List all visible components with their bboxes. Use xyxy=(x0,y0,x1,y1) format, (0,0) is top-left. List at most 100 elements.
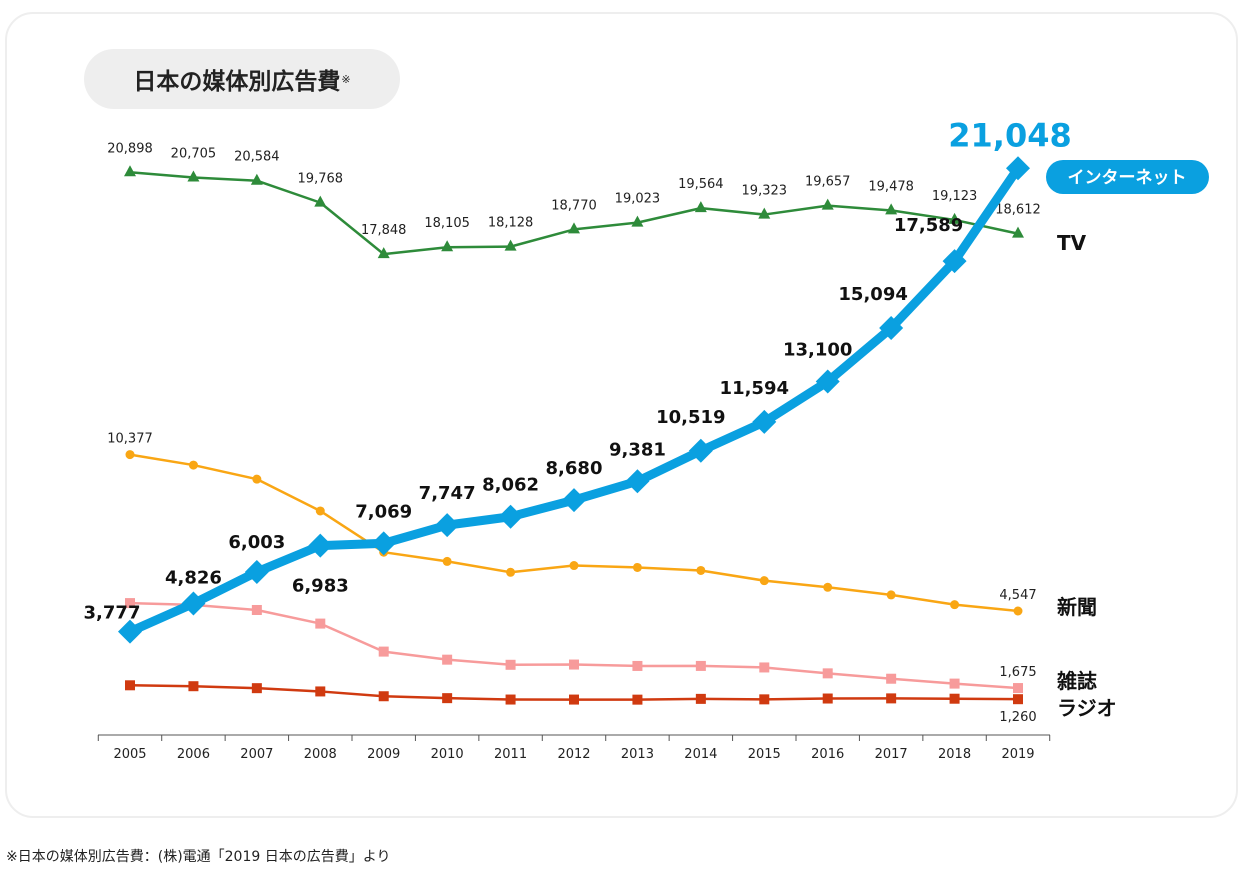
tv-point xyxy=(1012,226,1024,238)
newspaper-point xyxy=(1013,606,1023,616)
tv-data-label: 18,612 xyxy=(995,203,1041,218)
radio-point xyxy=(1013,694,1023,705)
newspaper-point xyxy=(886,590,896,600)
tv-data-label: 19,478 xyxy=(868,179,914,194)
tv-data-label: 18,128 xyxy=(488,216,534,231)
tv-data-label: 20,898 xyxy=(107,141,153,156)
tv-point xyxy=(124,165,136,177)
radio-point xyxy=(569,694,579,705)
newspaper-point xyxy=(569,561,579,571)
magazine-point xyxy=(632,660,643,671)
radio-point xyxy=(378,691,389,702)
internet-data-label: 6,003 xyxy=(228,532,285,553)
magazine-data-label: 1,675 xyxy=(999,665,1036,680)
tv-series-label: TV xyxy=(1057,231,1087,255)
newspaper-point xyxy=(315,506,325,516)
radio-point xyxy=(251,683,262,694)
x-tick-label: 2009 xyxy=(367,747,400,762)
newspaper-point xyxy=(442,556,452,566)
chart-title-mark: ※ xyxy=(341,72,351,86)
chart-card xyxy=(5,12,1238,818)
radio-point xyxy=(695,693,706,704)
magazine-point xyxy=(949,678,960,689)
radio-point xyxy=(886,693,897,704)
radio-point xyxy=(505,694,516,705)
internet-point xyxy=(942,249,967,274)
internet-point xyxy=(371,531,396,556)
newspaper-point xyxy=(759,576,769,586)
internet-data-label: 17,589 xyxy=(894,215,963,236)
internet-point xyxy=(625,469,650,494)
tv-point xyxy=(631,215,644,227)
magazine-point xyxy=(569,659,579,670)
newspaper-data-label: 4,547 xyxy=(999,588,1036,603)
internet-point xyxy=(752,409,777,434)
internet-data-label: 11,594 xyxy=(720,378,789,399)
tv-point xyxy=(821,198,834,210)
tv-point xyxy=(377,247,390,259)
newspaper-point xyxy=(696,565,706,575)
magazine-point xyxy=(442,654,453,665)
newspaper-point xyxy=(632,562,642,572)
x-tick-label: 2006 xyxy=(177,747,210,762)
tv-data-label: 19,023 xyxy=(615,192,661,207)
x-tick-label: 2008 xyxy=(304,747,337,762)
x-tick-label: 2018 xyxy=(938,747,971,762)
newspaper-point xyxy=(506,567,516,577)
internet-point xyxy=(879,316,904,341)
tv-point xyxy=(250,173,263,185)
magazine-series-label: 雑誌 xyxy=(1056,669,1097,693)
magazine-point xyxy=(822,668,833,679)
magazine-point xyxy=(251,604,262,615)
internet-data-label: 7,747 xyxy=(419,483,476,504)
tv-data-label: 18,105 xyxy=(424,216,470,231)
newspaper-point xyxy=(950,600,960,610)
x-tick-label: 2015 xyxy=(748,747,781,762)
x-tick-label: 2017 xyxy=(875,747,908,762)
magazine-point xyxy=(759,662,770,673)
tv-data-label: 20,705 xyxy=(171,146,217,161)
internet-point xyxy=(498,504,523,529)
x-tick-label: 2013 xyxy=(621,747,654,762)
tv-point xyxy=(694,201,707,213)
footnote: ※日本の媒体別広告費：(株)電通「2019 日本の広告費」より xyxy=(6,849,391,865)
magazine-point xyxy=(886,673,897,684)
internet-point xyxy=(181,591,206,616)
tv-data-label: 19,657 xyxy=(805,175,851,190)
radio-point xyxy=(188,681,199,692)
internet-data-label: 6,983 xyxy=(292,576,349,597)
internet-data-label: 9,381 xyxy=(609,439,666,460)
radio-point xyxy=(442,693,453,704)
internet-point xyxy=(118,619,142,644)
tv-data-label: 18,770 xyxy=(551,198,597,213)
magazine-point xyxy=(315,618,326,629)
internet-point xyxy=(244,559,269,584)
tv-point xyxy=(314,195,327,207)
x-tick-label: 2019 xyxy=(1001,747,1034,762)
newspaper-point xyxy=(125,450,135,460)
radio-point xyxy=(125,680,135,691)
internet-data-label: 4,826 xyxy=(165,568,222,589)
tv-point xyxy=(568,222,580,234)
x-tick-label: 2016 xyxy=(811,747,844,762)
internet-point xyxy=(815,369,840,394)
chart-title: 日本の媒体別広告費 ※ xyxy=(84,49,400,109)
radio-point xyxy=(632,694,643,705)
magazine-point xyxy=(695,660,706,671)
x-tick-label: 2005 xyxy=(113,747,146,762)
series-line-magazine xyxy=(129,601,1019,690)
internet-data-label: 15,094 xyxy=(838,284,907,305)
tv-point xyxy=(758,207,771,219)
x-tick-label: 2011 xyxy=(494,747,527,762)
newspaper-point xyxy=(188,460,198,470)
x-tick-label: 2014 xyxy=(684,747,717,762)
radio-data-label: 1,260 xyxy=(999,710,1036,725)
internet-point xyxy=(562,488,586,513)
internet-data-label: 13,100 xyxy=(783,340,852,361)
x-tick-label: 2007 xyxy=(240,747,273,762)
tv-point xyxy=(885,203,898,215)
newspaper-series-label: 新聞 xyxy=(1057,595,1097,619)
internet-point xyxy=(688,438,713,463)
radio-point xyxy=(315,686,326,697)
